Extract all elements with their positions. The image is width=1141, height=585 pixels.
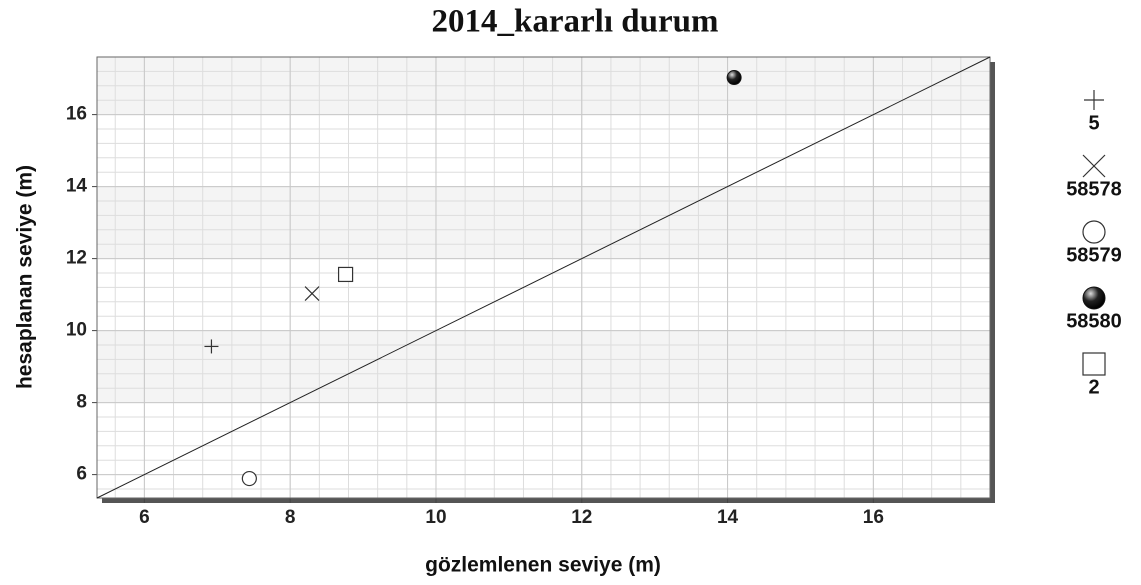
legend-label: 58580 — [1066, 310, 1122, 332]
y-axis-label: hesaplanan seviye (m) — [14, 165, 37, 389]
grid-band — [97, 186, 990, 259]
scatter-point — [337, 266, 354, 283]
y-tick-label: 10 — [66, 320, 87, 341]
legend-marker — [1082, 352, 1106, 376]
x-tick-label: 8 — [285, 507, 296, 528]
legend-label: 5 — [1088, 112, 1099, 134]
legend-marker — [1082, 220, 1106, 244]
x-tick-label: 14 — [717, 507, 739, 528]
chart-title: 2014_kararlı durum — [432, 4, 719, 40]
legend-label: 58578 — [1066, 178, 1122, 200]
grid-band — [97, 330, 990, 403]
y-tick-label: 8 — [76, 392, 87, 413]
x-tick-label: 6 — [139, 507, 150, 528]
scatter-point — [241, 470, 257, 487]
y-tick-label: 6 — [76, 464, 87, 485]
legend-marker — [1082, 154, 1106, 178]
y-tick-label: 14 — [66, 176, 88, 197]
y-tick-label: 16 — [66, 104, 87, 125]
reference-line — [96, 56, 991, 499]
x-tick-label: 10 — [425, 507, 446, 528]
y-tick-label: 12 — [66, 248, 87, 269]
x-tick-label: 16 — [863, 507, 884, 528]
legend-label: 2 — [1088, 376, 1099, 398]
x-axis-label: gözlemlenen seviye (m) — [425, 554, 661, 577]
plot-border — [96, 56, 991, 499]
scatter-point — [726, 70, 742, 86]
x-tick-label: 12 — [571, 507, 592, 528]
scatter-point — [204, 339, 219, 354]
legend-label: 58579 — [1066, 244, 1122, 266]
scatter-point — [304, 286, 320, 301]
legend-marker — [1084, 90, 1104, 110]
legend-marker — [1082, 286, 1106, 310]
